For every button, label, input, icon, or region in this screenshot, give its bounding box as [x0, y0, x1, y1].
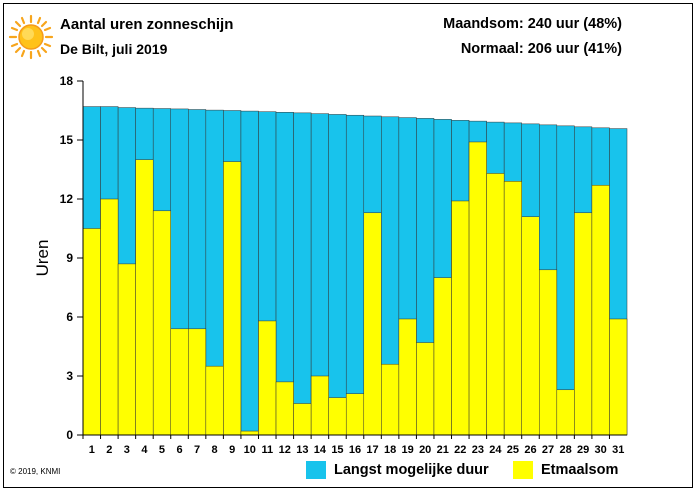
x-tick-label: 12: [279, 444, 291, 456]
bar-actual: [398, 318, 417, 436]
bar-max: [345, 114, 365, 436]
x-tick-label: 25: [507, 444, 519, 456]
y-tick-label: 15: [60, 133, 74, 147]
x-tick-label: 26: [524, 444, 536, 456]
y-tick-label: 0: [66, 428, 73, 442]
bar-actual: [556, 389, 575, 436]
bar-actual: [381, 363, 400, 436]
bar-max: [240, 110, 259, 436]
x-tick-label: 16: [349, 444, 361, 456]
x-tick-label: 27: [542, 444, 554, 456]
bar-actual: [100, 198, 119, 436]
x-tick-label: 8: [212, 444, 218, 456]
bar-actual: [293, 403, 312, 436]
x-tick-label: 14: [314, 444, 327, 456]
x-tick-label: 1: [89, 444, 95, 456]
copyright-credit: © 2019, KNMI: [10, 467, 61, 476]
month-total-text: Maandsom: 240 uur (48%): [443, 16, 622, 32]
x-tick-label: 17: [366, 444, 378, 456]
bar-actual: [117, 263, 136, 436]
bar-actual: [468, 141, 487, 436]
bar-actual: [188, 328, 207, 436]
y-tick-label: 12: [60, 192, 74, 206]
x-tick-label: 11: [261, 444, 273, 456]
chart-subtitle: De Bilt, juli 2019: [60, 41, 168, 57]
legend-label-sum: Etmaalsom: [541, 462, 619, 478]
x-tick-label: 18: [384, 444, 396, 456]
bar-actual: [363, 212, 382, 436]
legend-swatch-sum: [513, 461, 533, 479]
bar-actual: [345, 393, 365, 436]
bar-actual: [591, 184, 610, 436]
normal-text: Normaal: 206 uur (41%): [460, 41, 622, 57]
x-tick-label: 5: [159, 444, 165, 456]
x-tick-label: 3: [124, 444, 130, 456]
bar-actual: [170, 328, 189, 436]
bar-actual: [258, 320, 277, 436]
bar-actual: [574, 212, 593, 436]
sun-icon: [8, 14, 54, 60]
x-tick-label: 6: [176, 444, 182, 456]
legend-swatch-max: [306, 461, 326, 479]
y-tick-label: 9: [66, 251, 73, 265]
y-tick-label: 6: [66, 310, 73, 324]
chart-title: Aantal uren zonneschijn: [60, 16, 234, 33]
bar-max: [556, 125, 575, 436]
chart-frame: [3, 3, 693, 488]
x-tick-label: 21: [437, 444, 449, 456]
bar-actual: [205, 365, 224, 436]
bar-actual: [328, 397, 347, 436]
y-tick-label: 3: [66, 369, 73, 383]
bar-actual: [451, 200, 470, 436]
x-tick-label: 24: [489, 444, 502, 456]
bar-actual: [486, 173, 505, 436]
x-tick-label: 31: [612, 444, 624, 456]
x-tick-label: 9: [229, 444, 235, 456]
x-tick-label: 20: [419, 444, 431, 456]
bar-actual: [310, 375, 329, 436]
x-tick-label: 4: [141, 444, 148, 456]
x-tick-label: 15: [331, 444, 343, 456]
bar-max: [293, 112, 312, 436]
x-tick-label: 29: [577, 444, 589, 456]
y-tick-label: 18: [60, 74, 74, 88]
x-tick-label: 2: [106, 444, 112, 456]
x-tick-label: 7: [194, 444, 200, 456]
x-tick-label: 23: [472, 444, 484, 456]
bar-actual: [240, 430, 259, 436]
x-tick-label: 19: [402, 444, 414, 456]
bar-actual: [416, 342, 435, 436]
bar-actual: [223, 161, 242, 436]
bar-actual: [135, 159, 154, 436]
bar-actual: [503, 181, 522, 436]
bar-actual: [152, 210, 171, 436]
x-tick-label: 22: [454, 444, 466, 456]
bar-max: [328, 114, 347, 436]
x-tick-label: 28: [559, 444, 571, 456]
bar-actual: [609, 318, 628, 436]
legend-item-sum: Etmaalsom: [513, 460, 618, 480]
bar-actual: [82, 228, 101, 436]
bar-actual: [433, 277, 452, 436]
legend-label-max: Langst mogelijke duur: [334, 462, 489, 478]
bar-actual: [539, 269, 558, 436]
legend-item-max: Langst mogelijke duur: [306, 460, 489, 480]
x-tick-label: 30: [595, 444, 607, 456]
x-tick-label: 13: [296, 444, 308, 456]
x-tick-label: 10: [244, 444, 256, 456]
y-axis-title: Uren: [33, 240, 52, 277]
bar-actual: [521, 216, 540, 436]
bar-actual: [275, 381, 294, 436]
